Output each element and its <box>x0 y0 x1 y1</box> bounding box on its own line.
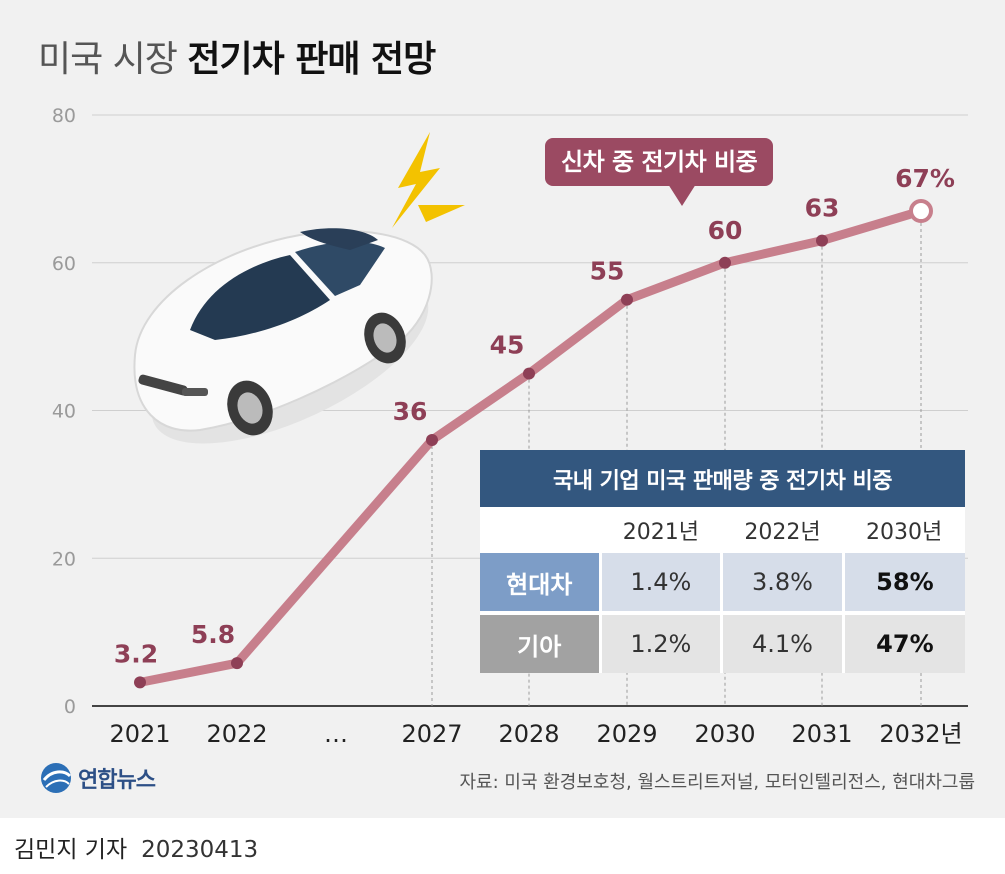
title-light: 미국 시장 <box>38 39 178 80</box>
x-tick-label: 2021 <box>109 720 170 748</box>
data-point <box>909 199 933 224</box>
series-callout: 신차 중 전기차 비중 <box>545 138 774 186</box>
x-tick-label: 2030 <box>694 720 755 748</box>
byline-author: 김민지 기자 <box>14 837 128 863</box>
x-tick-label: 2022 <box>206 720 267 748</box>
cell-hyundai-2021: 1.4% <box>600 553 724 611</box>
table-header-row: 2021년 2022년 2030년 <box>480 507 965 553</box>
table-row-hyundai: 현대차 1.4% 3.8% 58% <box>480 553 965 611</box>
table-row-kia: 기아 1.2% 4.1% 47% <box>480 615 965 673</box>
x-tick-label: 2027 <box>401 720 462 748</box>
series-line <box>135 206 926 687</box>
table-title: 국내 기업 미국 판매량 중 전기차 비중 <box>480 450 965 507</box>
byline: 김민지 기자 20230413 <box>14 830 258 864</box>
globe-logo-icon <box>41 763 72 793</box>
row-name-kia: 기아 <box>480 615 602 673</box>
data-label: 45 <box>490 331 525 360</box>
table-corner <box>480 507 600 553</box>
byline-date: 20230413 <box>141 837 259 863</box>
title-bold: 전기차 판매 전망 <box>187 39 436 80</box>
col-year-2022: 2022년 <box>721 507 844 553</box>
source-note: 자료: 미국 환경보호청, 월스트리트저널, 모터인텔리전스, 현대차그룹 <box>459 772 975 793</box>
cell-kia-2030: 47% <box>843 615 965 673</box>
data-label: 5.8 <box>191 620 235 649</box>
data-labels: 3.2 5.8 36 45 55 60 63 67% <box>114 164 955 668</box>
x-tick-label: 2032년 <box>879 720 962 748</box>
data-label: 60 <box>708 216 743 245</box>
data-point <box>719 256 731 269</box>
x-axis-ticks: 2021 2022 … 2027 2028 2029 2030 2031 2032년 <box>109 720 962 748</box>
cell-kia-2022: 4.1% <box>721 615 845 673</box>
data-point <box>523 367 535 380</box>
y-axis-ticks: 0 20 40 60 80 <box>52 105 76 718</box>
x-tick-label: 2028 <box>498 720 559 748</box>
ev-share-table: 국내 기업 미국 판매량 중 전기차 비중 2021년 2022년 2030년 … <box>480 450 965 673</box>
data-label: 63 <box>805 194 840 223</box>
data-label: 36 <box>393 397 428 426</box>
cell-kia-2021: 1.2% <box>600 615 724 673</box>
col-year-2021: 2021년 <box>600 507 722 553</box>
y-tick-label: 0 <box>64 696 76 718</box>
lightning-spark-icon <box>418 205 465 222</box>
y-tick-label: 20 <box>52 548 76 570</box>
data-point <box>231 657 243 670</box>
data-label: 55 <box>590 257 625 286</box>
cell-hyundai-2030: 58% <box>843 553 965 611</box>
logo-text: 연합뉴스 <box>78 768 156 793</box>
x-tick-label: 2029 <box>596 720 657 748</box>
y-tick-label: 40 <box>52 401 76 423</box>
y-tick-label: 80 <box>52 105 76 127</box>
x-tick-label: … <box>324 720 348 748</box>
data-point <box>816 234 828 247</box>
page-title: 미국 시장 전기차 판매 전망 <box>38 30 436 82</box>
x-tick-label: 2031 <box>791 720 852 748</box>
data-point <box>426 434 438 447</box>
car-illustration <box>133 132 465 444</box>
cell-hyundai-2022: 3.8% <box>721 553 845 611</box>
data-label: 67% <box>895 164 955 193</box>
logo: 연합뉴스 <box>38 760 156 796</box>
data-label: 3.2 <box>114 639 158 668</box>
y-tick-label: 60 <box>52 253 76 275</box>
data-point <box>134 676 146 689</box>
lightning-bolt-icon <box>392 132 440 228</box>
callout-tail <box>668 184 696 206</box>
series-markers <box>134 199 933 689</box>
row-name-hyundai: 현대차 <box>480 553 602 611</box>
data-point <box>621 293 633 306</box>
col-year-2030: 2030년 <box>843 507 965 553</box>
